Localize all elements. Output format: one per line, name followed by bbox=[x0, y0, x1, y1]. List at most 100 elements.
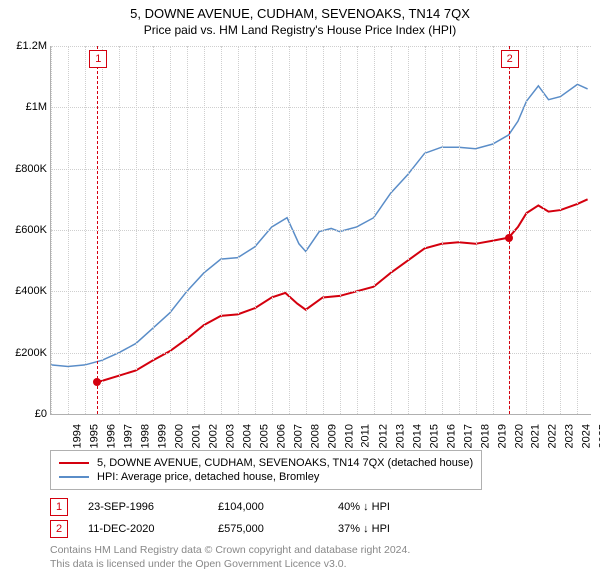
x-axis-tick-label: 2013 bbox=[394, 424, 406, 448]
gridline-vertical bbox=[306, 46, 307, 414]
x-axis-tick-label: 2016 bbox=[445, 424, 457, 448]
legend-and-footer: 5, DOWNE AVENUE, CUDHAM, SEVENOAKS, TN14… bbox=[50, 450, 590, 571]
x-axis-tick-label: 1999 bbox=[156, 424, 168, 448]
transaction-row: 2 11-DEC-2020£575,00037% ↓ HPI bbox=[50, 520, 590, 538]
gridline-vertical bbox=[577, 46, 578, 414]
gridline-vertical bbox=[493, 46, 494, 414]
x-axis-tick-label: 2008 bbox=[309, 424, 321, 448]
transaction-marker-badge: 1 bbox=[89, 50, 107, 68]
gridline-vertical bbox=[459, 46, 460, 414]
gridline-vertical bbox=[238, 46, 239, 414]
x-axis-tick-label: 2000 bbox=[173, 424, 185, 448]
x-axis-tick-label: 2021 bbox=[530, 424, 542, 448]
x-axis-tick-label: 2001 bbox=[190, 424, 202, 448]
gridline-vertical bbox=[170, 46, 171, 414]
transaction-table: 1 23-SEP-1996£104,00040% ↓ HPI 2 11-DEC-202… bbox=[50, 498, 590, 538]
gridline-vertical bbox=[476, 46, 477, 414]
x-axis-tick-label: 1997 bbox=[122, 424, 134, 448]
y-axis-tick-label: £800K bbox=[15, 163, 47, 175]
legend-swatch bbox=[59, 476, 89, 478]
transaction-hpi-delta: 40% ↓ HPI bbox=[338, 501, 458, 513]
transaction-marker-dot bbox=[93, 378, 101, 386]
gridline-vertical bbox=[68, 46, 69, 414]
x-axis-tick-label: 2011 bbox=[359, 424, 371, 448]
gridline-vertical bbox=[374, 46, 375, 414]
gridline-vertical bbox=[119, 46, 120, 414]
gridline-vertical bbox=[340, 46, 341, 414]
legend-label: HPI: Average price, detached house, Brom… bbox=[97, 471, 319, 483]
x-axis-tick-label: 1998 bbox=[139, 424, 151, 448]
gridline-vertical bbox=[204, 46, 205, 414]
transaction-marker-line bbox=[509, 46, 510, 414]
gridline-vertical bbox=[153, 46, 154, 414]
y-axis-tick-label: £600K bbox=[15, 224, 47, 236]
x-axis-tick-label: 2014 bbox=[411, 424, 423, 448]
y-axis-tick-label: £400K bbox=[15, 285, 47, 297]
chart-container: 5, DOWNE AVENUE, CUDHAM, SEVENOAKS, TN14… bbox=[0, 0, 600, 560]
x-axis-tick-label: 2012 bbox=[377, 424, 389, 448]
x-axis-tick-label: 2006 bbox=[275, 424, 287, 448]
gridline-vertical bbox=[85, 46, 86, 414]
gridline-vertical bbox=[102, 46, 103, 414]
transaction-price: £575,000 bbox=[218, 523, 338, 535]
legend-swatch bbox=[59, 462, 89, 464]
x-axis-tick-label: 2023 bbox=[564, 424, 576, 448]
gridline-vertical bbox=[289, 46, 290, 414]
x-axis-tick-label: 2005 bbox=[258, 424, 270, 448]
x-axis-tick-label: 2009 bbox=[326, 424, 338, 448]
gridline-vertical bbox=[51, 46, 52, 414]
x-axis-tick-label: 2022 bbox=[547, 424, 559, 448]
gridline-vertical bbox=[255, 46, 256, 414]
gridline-vertical bbox=[425, 46, 426, 414]
x-axis-tick-label: 2007 bbox=[292, 424, 304, 448]
transaction-marker-badge: 2 bbox=[501, 50, 519, 68]
x-axis-tick-label: 2003 bbox=[224, 424, 236, 448]
legend-item: HPI: Average price, detached house, Brom… bbox=[59, 471, 473, 483]
x-axis-tick-label: 2018 bbox=[479, 424, 491, 448]
x-axis-tick-label: 2024 bbox=[581, 424, 593, 448]
gridline-vertical bbox=[187, 46, 188, 414]
gridline-vertical bbox=[408, 46, 409, 414]
legend-item: 5, DOWNE AVENUE, CUDHAM, SEVENOAKS, TN14… bbox=[59, 457, 473, 469]
transaction-badge: 1 bbox=[50, 498, 68, 516]
x-axis-tick-label: 2015 bbox=[428, 424, 440, 448]
x-axis-tick-label: 2002 bbox=[207, 424, 219, 448]
footer-line-1: Contains HM Land Registry data © Crown c… bbox=[50, 544, 590, 558]
gridline-vertical bbox=[543, 46, 544, 414]
gridline-vertical bbox=[357, 46, 358, 414]
gridline-vertical bbox=[272, 46, 273, 414]
x-axis-tick-label: 2020 bbox=[513, 424, 525, 448]
x-axis-tick-label: 2004 bbox=[241, 424, 253, 448]
transaction-price: £104,000 bbox=[218, 501, 338, 513]
transaction-date: 11-DEC-2020 bbox=[88, 523, 218, 535]
transaction-row: 1 23-SEP-1996£104,00040% ↓ HPI bbox=[50, 498, 590, 516]
gridline-vertical bbox=[221, 46, 222, 414]
gridline-vertical bbox=[442, 46, 443, 414]
y-axis-tick-label: £0 bbox=[35, 408, 47, 420]
transaction-badge: 2 bbox=[50, 520, 68, 538]
chart-subtitle: Price paid vs. HM Land Registry's House … bbox=[0, 21, 600, 41]
x-axis-tick-label: 2017 bbox=[462, 424, 474, 448]
x-axis-tick-label: 1996 bbox=[105, 424, 117, 448]
chart-title: 5, DOWNE AVENUE, CUDHAM, SEVENOAKS, TN14… bbox=[0, 0, 600, 21]
plot-area: £0£200K£400K£600K£800K£1M£1.2M1994199519… bbox=[50, 46, 591, 415]
transaction-hpi-delta: 37% ↓ HPI bbox=[338, 523, 458, 535]
y-axis-tick-label: £1.2M bbox=[16, 40, 47, 52]
x-axis-tick-label: 2010 bbox=[343, 424, 355, 448]
transaction-marker-line bbox=[97, 46, 98, 414]
gridline-vertical bbox=[323, 46, 324, 414]
gridline-vertical bbox=[526, 46, 527, 414]
x-axis-tick-label: 2019 bbox=[496, 424, 508, 448]
transaction-date: 23-SEP-1996 bbox=[88, 501, 218, 513]
legend: 5, DOWNE AVENUE, CUDHAM, SEVENOAKS, TN14… bbox=[50, 450, 482, 490]
series-hpi bbox=[51, 84, 588, 366]
transaction-marker-dot bbox=[505, 234, 513, 242]
gridline-vertical bbox=[136, 46, 137, 414]
gridline-vertical bbox=[391, 46, 392, 414]
legend-label: 5, DOWNE AVENUE, CUDHAM, SEVENOAKS, TN14… bbox=[97, 457, 473, 469]
gridline-vertical bbox=[560, 46, 561, 414]
y-axis-tick-label: £200K bbox=[15, 347, 47, 359]
y-axis-tick-label: £1M bbox=[26, 101, 47, 113]
x-axis-tick-label: 1994 bbox=[71, 424, 83, 448]
x-axis-tick-label: 1995 bbox=[88, 424, 100, 448]
